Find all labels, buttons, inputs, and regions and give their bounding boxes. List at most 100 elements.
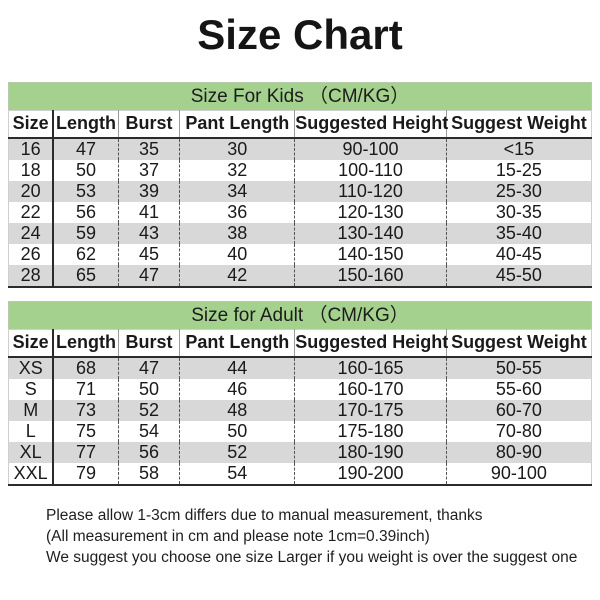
cell: 77 <box>52 442 119 464</box>
cell: 38 <box>179 223 295 245</box>
column-header: Suggest Weight <box>445 329 592 359</box>
kids-size-section: Size For Kids （CM/KG） Size Length Burst Pan… <box>8 82 592 289</box>
column-header: Burst <box>117 329 180 359</box>
page-title: Size Chart <box>197 11 403 58</box>
table-row: L 75 54 50 175-180 70-80 <box>8 421 592 443</box>
cell: 55-60 <box>445 379 592 401</box>
cell: 175-180 <box>294 421 447 443</box>
cell: 47 <box>117 265 180 288</box>
adult-size-table: Size Length Burst Pant Length Suggested Heig… <box>8 329 592 487</box>
cell: 35 <box>117 138 180 161</box>
kids-section-header: Size For Kids （CM/KG） <box>8 82 592 111</box>
cell: 110-120 <box>294 181 447 203</box>
note-line: (All measurement in cm and please note 1… <box>46 528 430 546</box>
cell: 39 <box>117 181 180 203</box>
table-header-row: Size Length Burst Pant Length Suggested Heig… <box>8 329 592 359</box>
table-row: 16 47 35 30 90-100 <15 <box>8 138 592 161</box>
cell: XXL <box>8 463 54 486</box>
cell: 40-45 <box>445 244 592 266</box>
cell: 18 <box>8 160 54 182</box>
cell: 130-140 <box>294 223 447 245</box>
cell: 100-110 <box>294 160 447 182</box>
cell: 48 <box>179 400 295 422</box>
cell: 56 <box>117 442 180 464</box>
column-header: Length <box>52 329 119 359</box>
cell: 73 <box>52 400 119 422</box>
cell: 47 <box>117 357 180 380</box>
table-row: 20 53 39 34 110-120 25-30 <box>8 181 592 203</box>
cell: 120-130 <box>294 202 447 224</box>
cell: 28 <box>8 265 54 288</box>
cell: 80-90 <box>445 442 592 464</box>
cell: 47 <box>52 138 119 161</box>
cell: 22 <box>8 202 54 224</box>
cell: 25-30 <box>445 181 592 203</box>
cell: 50 <box>117 379 180 401</box>
cell: M <box>8 400 54 422</box>
cell: 44 <box>179 357 295 380</box>
table-row: M 73 52 48 170-175 60-70 <box>8 400 592 422</box>
cell: 170-175 <box>294 400 447 422</box>
cell: 160-165 <box>294 357 447 380</box>
cell: 52 <box>179 442 295 464</box>
cell: 140-150 <box>294 244 447 266</box>
cell: 75 <box>52 421 119 443</box>
column-header: Size <box>8 329 54 359</box>
cell: 90-100 <box>294 138 447 161</box>
cell: L <box>8 421 54 443</box>
cell: 16 <box>8 138 54 161</box>
cell: 40 <box>179 244 295 266</box>
table-row: 26 62 45 40 140-150 40-45 <box>8 244 592 266</box>
section-gap <box>0 288 600 301</box>
measurement-notes: Please allow 1-3cm differs due to manual… <box>46 505 600 568</box>
cell: 52 <box>117 400 180 422</box>
cell: 150-160 <box>294 265 447 288</box>
cell: 65 <box>52 265 119 288</box>
table-row: S 71 50 46 160-170 55-60 <box>8 379 592 401</box>
cell: 59 <box>52 223 119 245</box>
column-header: Size <box>8 110 54 140</box>
cell: 37 <box>117 160 180 182</box>
cell: 41 <box>117 202 180 224</box>
column-header: Pant Length <box>179 329 295 359</box>
cell: 60-70 <box>445 400 592 422</box>
cell: 50 <box>52 160 119 182</box>
cell: XS <box>8 357 54 380</box>
cell: 68 <box>52 357 119 380</box>
cell: 190-200 <box>294 463 447 486</box>
column-header: Suggested Height <box>294 110 448 140</box>
cell: 35-40 <box>445 223 592 245</box>
cell: 53 <box>52 181 119 203</box>
note-line: We suggest you choose one size Larger if… <box>46 549 578 567</box>
cell: 26 <box>8 244 54 266</box>
cell: 34 <box>179 181 295 203</box>
cell: 24 <box>8 223 54 245</box>
cell: 160-170 <box>294 379 447 401</box>
cell: 20 <box>8 181 54 203</box>
table-row: 24 59 43 38 130-140 35-40 <box>8 223 592 245</box>
cell: 70-80 <box>445 421 592 443</box>
cell: 54 <box>117 421 180 443</box>
cell: 36 <box>179 202 295 224</box>
cell: 45 <box>117 244 180 266</box>
table-row: XS 68 47 44 160-165 50-55 <box>8 357 592 380</box>
table-row: XL 77 56 52 180-190 80-90 <box>8 442 592 464</box>
adult-section-header: Size for Adult （CM/KG） <box>8 301 592 330</box>
cell: XL <box>8 442 54 464</box>
cell: 30-35 <box>445 202 592 224</box>
cell: 42 <box>179 265 295 288</box>
table-row: 18 50 37 32 100-110 15-25 <box>8 160 592 182</box>
cell: 43 <box>117 223 180 245</box>
cell: 46 <box>179 379 295 401</box>
cell: 90-100 <box>445 463 592 486</box>
cell: 58 <box>117 463 180 486</box>
table-row: XXL 79 58 54 190-200 90-100 <box>8 463 592 486</box>
table-header-row: Size Length Burst Pant Length Suggested Heig… <box>8 110 592 140</box>
column-header: Suggested Height <box>294 329 448 359</box>
cell: 15-25 <box>445 160 592 182</box>
note-line: Please allow 1-3cm differs due to manual… <box>46 507 483 525</box>
cell: 50-55 <box>445 357 592 380</box>
column-header: Pant Length <box>179 110 295 140</box>
cell: 54 <box>179 463 295 486</box>
cell: 56 <box>52 202 119 224</box>
